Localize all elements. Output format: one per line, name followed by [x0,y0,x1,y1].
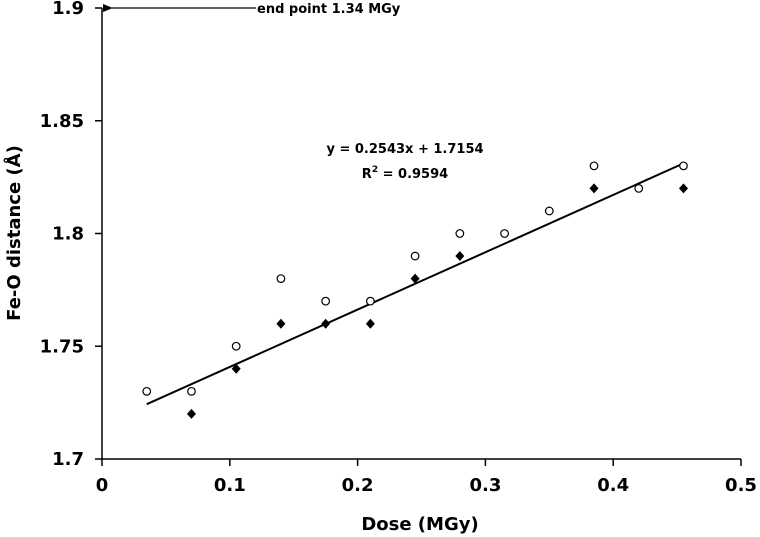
x-tick-label: 0.1 [214,475,246,496]
x-tick-label: 0.2 [342,475,374,496]
annotation: end point 1.34 MGy [257,2,401,17]
point [321,296,331,306]
trendline [146,162,684,406]
point [231,341,241,351]
y-axis-label: Fe-O distance (Å) [2,145,25,321]
point [455,229,465,238]
point [589,161,599,171]
x-tick-label: 0.5 [725,475,757,496]
point [142,386,152,396]
y-tick-label: 1.8 [52,224,84,245]
y-tick-label: 1.85 [40,111,84,132]
y-tick-label: 1.9 [52,0,84,19]
point [679,161,688,171]
point [186,408,196,419]
point [276,318,286,329]
x-tick-label: 0.4 [597,475,629,496]
point [500,229,509,238]
point [187,386,196,396]
point [544,206,554,216]
point [455,251,465,262]
point [231,363,241,374]
point [634,183,644,193]
x-tick-label: 0 [96,475,109,496]
y-tick-label: 1.7 [52,449,84,470]
x-tick-label: 0.3 [469,475,501,496]
r-squared: R2 = 0.9594 [362,165,448,182]
point [410,251,420,261]
point [410,273,420,284]
point [365,296,375,306]
r-squared-part: 2 [372,165,378,175]
x-axis-label: Dose (MGy) [361,514,478,535]
point [276,274,286,284]
point [321,318,331,329]
r-squared-part: R [362,167,372,182]
point [589,183,599,194]
y-tick-label: 1.75 [40,336,84,357]
trendline-equation: y = 0.2543x + 1.7154 [326,142,483,157]
point [678,183,688,194]
point [365,318,375,329]
r-squared-part: = 0.9594 [378,167,448,182]
